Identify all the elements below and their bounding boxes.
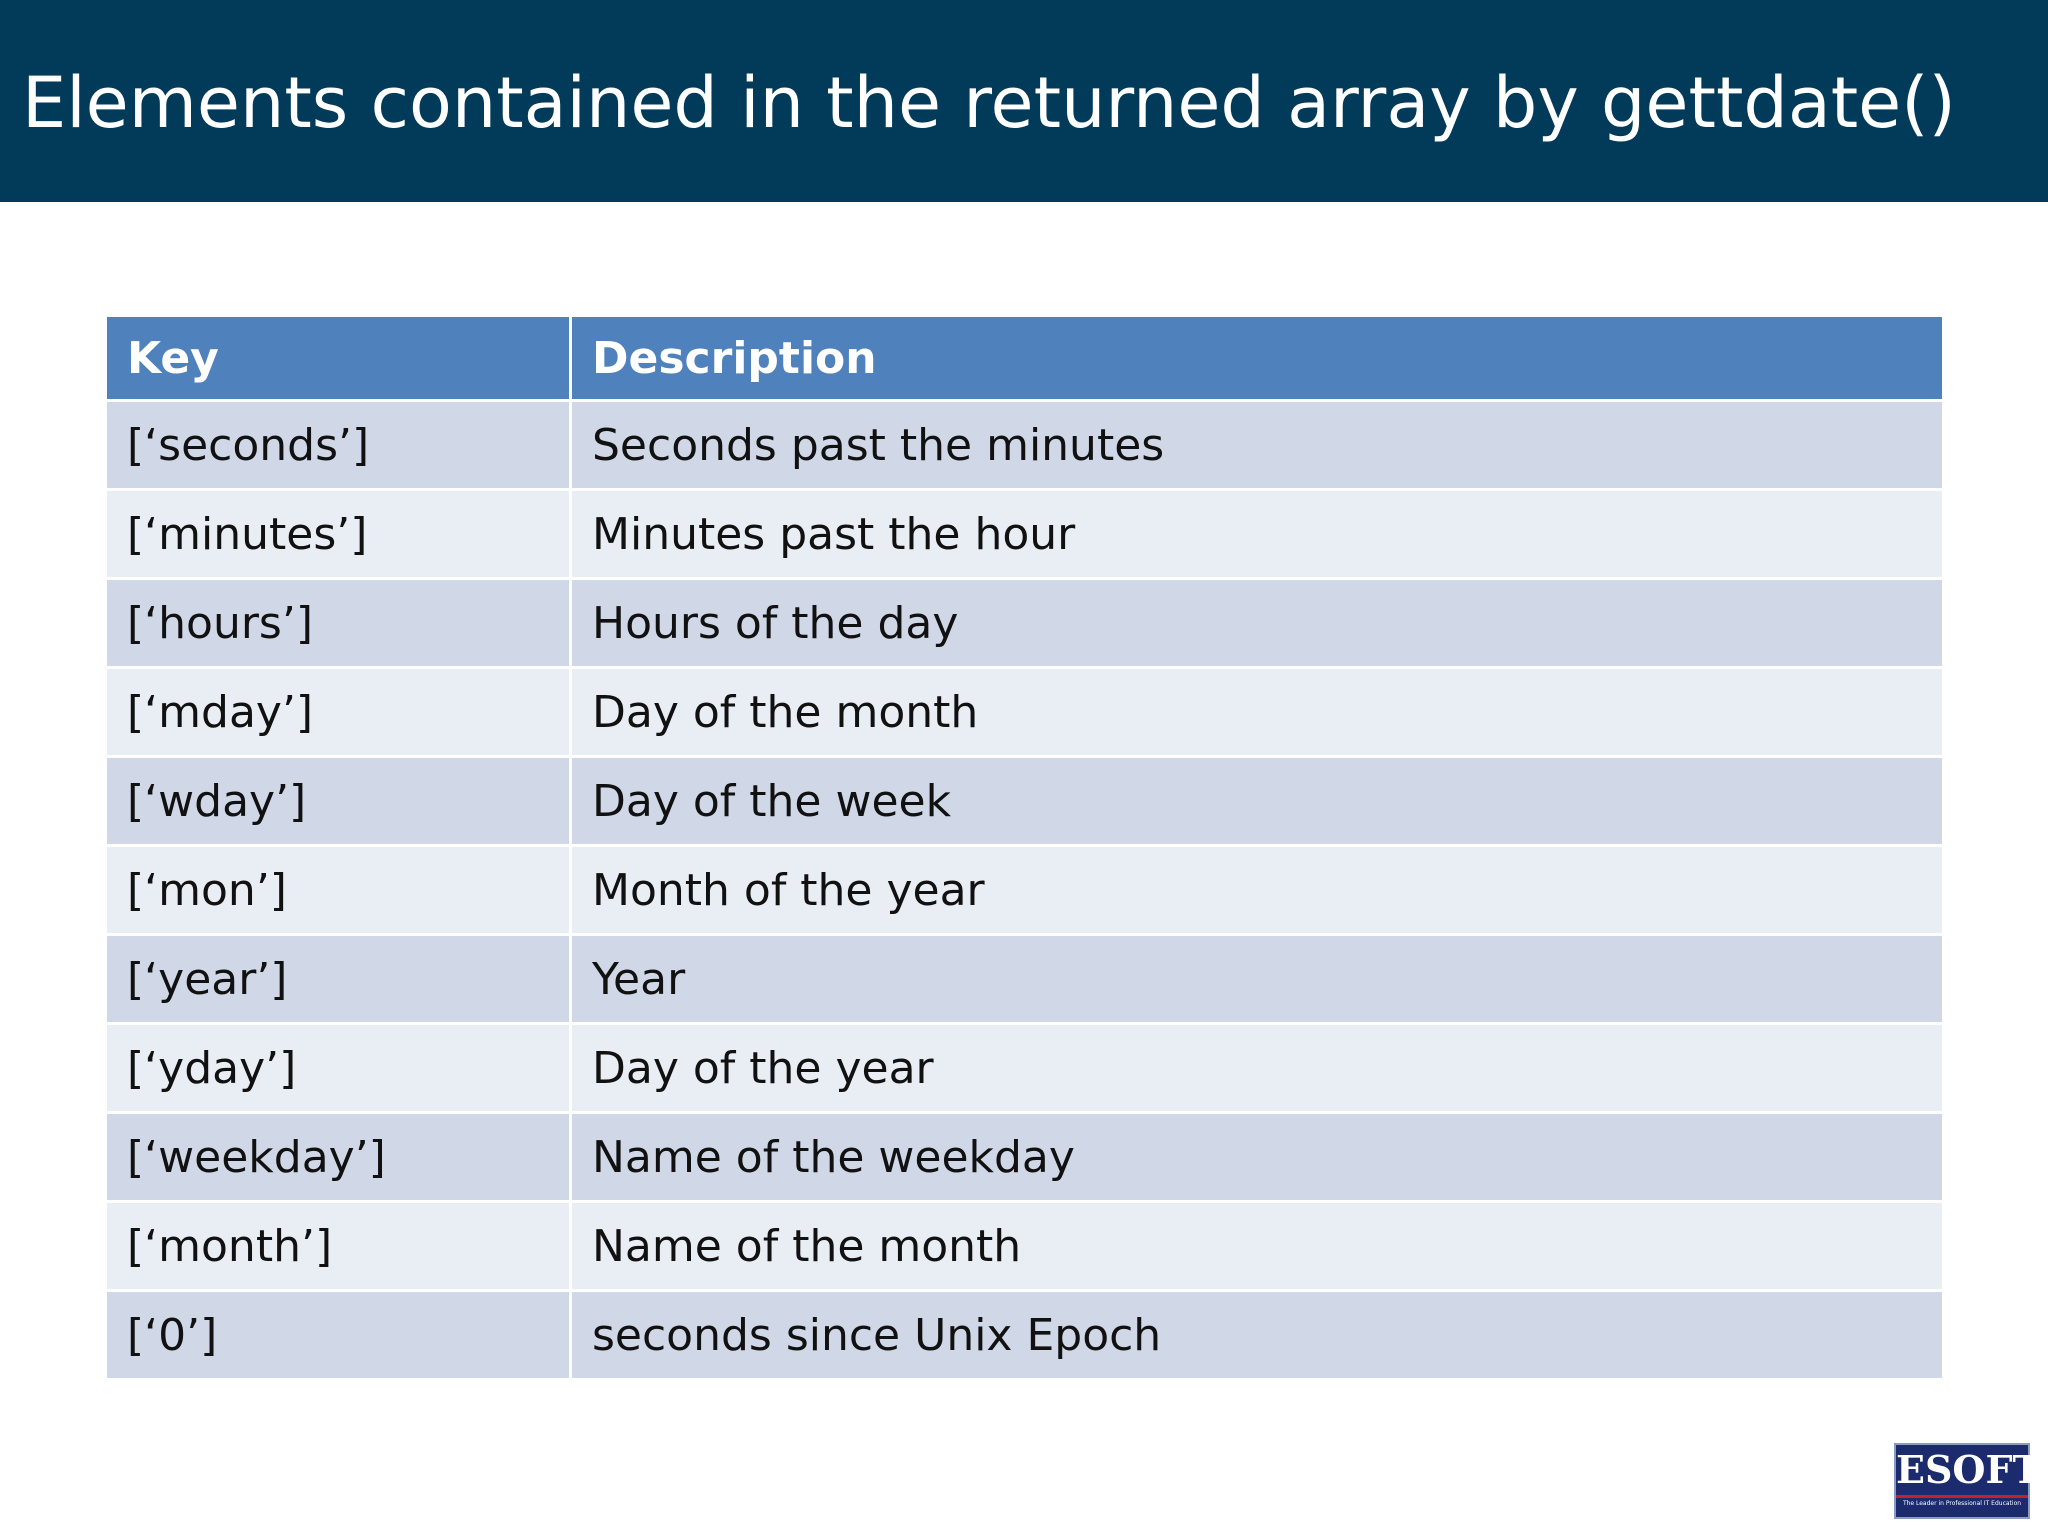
table-header-row: Key Description xyxy=(104,314,1945,402)
description-cell: Day of the week xyxy=(569,755,1945,847)
logo-text: ESOFT xyxy=(1896,1447,2041,1492)
table-row: [‘year’] Year xyxy=(104,933,1945,1025)
key-cell: [‘mday’] xyxy=(104,666,572,758)
description-cell: Day of the year xyxy=(569,1022,1945,1114)
slide-title: Elements contained in the returned array… xyxy=(22,62,1956,144)
table-row: [‘hours’] Hours of the day xyxy=(104,577,1945,669)
description-cell: seconds since Unix Epoch xyxy=(569,1289,1945,1381)
description-cell: Name of the weekday xyxy=(569,1111,1945,1203)
key-cell: [‘wday’] xyxy=(104,755,572,847)
table-row: [‘mday’] Day of the month xyxy=(104,666,1945,758)
key-cell: [‘month’] xyxy=(104,1200,572,1292)
key-cell: [‘year’] xyxy=(104,933,572,1025)
logo: ESOFT The Leader in Professional IT Educ… xyxy=(1894,1443,2041,1519)
description-cell: Name of the month xyxy=(569,1200,1945,1292)
key-cell: [‘0’] xyxy=(104,1289,572,1381)
column-header: Key xyxy=(104,314,572,402)
table-row: [‘seconds’] Seconds past the minutes xyxy=(104,399,1945,491)
key-cell: [‘yday’] xyxy=(104,1022,572,1114)
key-cell: [‘seconds’] xyxy=(104,399,572,491)
key-cell: [‘mon’] xyxy=(104,844,572,936)
logo-tagline: The Leader in Professional IT Education xyxy=(1896,1495,2028,1510)
table-row: [‘month’] Name of the month xyxy=(104,1200,1945,1292)
data-table: Key Description [‘seconds’] Seconds past t… xyxy=(104,314,1945,1381)
description-cell: Seconds past the minutes xyxy=(569,399,1945,491)
key-cell: [‘minutes’] xyxy=(104,488,572,580)
table-row: [‘mon’] Month of the year xyxy=(104,844,1945,936)
description-cell: Month of the year xyxy=(569,844,1945,936)
column-header: Description xyxy=(569,314,1945,402)
key-cell: [‘hours’] xyxy=(104,577,572,669)
description-cell: Minutes past the hour xyxy=(569,488,1945,580)
key-cell: [‘weekday’] xyxy=(104,1111,572,1203)
table-row: [‘minutes’] Minutes past the hour xyxy=(104,488,1945,580)
table-row: [‘yday’] Day of the year xyxy=(104,1022,1945,1114)
title-bar: Elements contained in the returned array… xyxy=(0,0,2048,202)
description-cell: Day of the month xyxy=(569,666,1945,758)
description-cell: Year xyxy=(569,933,1945,1025)
table-row: [‘0’] seconds since Unix Epoch xyxy=(104,1289,1945,1381)
table-row: [‘wday’] Day of the week xyxy=(104,755,1945,847)
description-cell: Hours of the day xyxy=(569,577,1945,669)
table-row: [‘weekday’] Name of the weekday xyxy=(104,1111,1945,1203)
